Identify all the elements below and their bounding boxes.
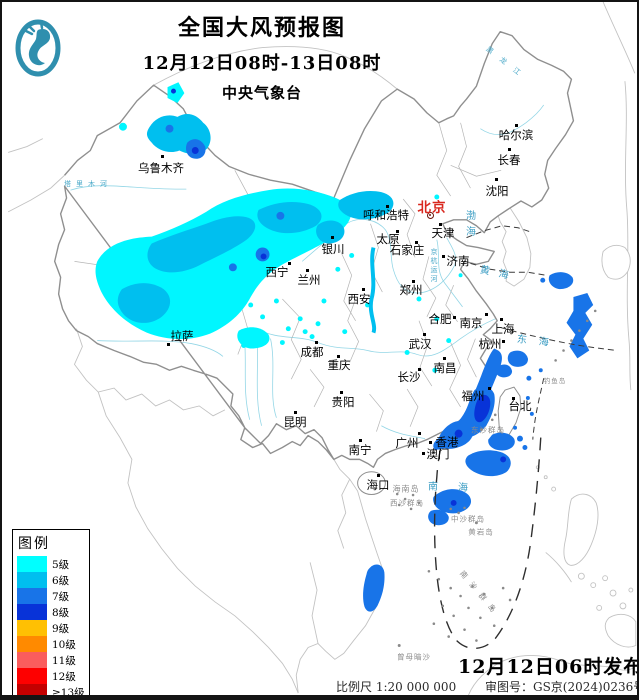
legend-label: 9级 <box>52 622 70 635</box>
legend-label: 12级 <box>52 670 76 683</box>
agency-name: 中央气象台 <box>221 84 302 102</box>
legend-item: 9级 <box>17 620 89 636</box>
legend-color-swatch <box>17 556 47 572</box>
legend-color-swatch <box>17 572 47 588</box>
legend-item: 10级 <box>17 636 89 652</box>
legend-color-swatch <box>17 588 47 604</box>
legend-item: ≥13级 <box>17 684 89 699</box>
wind-area-level6 <box>117 113 394 334</box>
legend-label: 5级 <box>52 558 70 571</box>
legend: 图例 5级 6级 7级 8级 9级 10级 11级 12级 ≥13级 <box>12 529 90 699</box>
legend-label: 11级 <box>52 654 76 667</box>
legend-item: 7级 <box>17 588 89 604</box>
maritime-dash-lines <box>466 225 618 440</box>
cma-logo <box>15 19 61 77</box>
legend-item: 8级 <box>17 604 89 620</box>
publish-time: 12月12日06时发布 <box>458 656 639 678</box>
legend-item: 12级 <box>17 668 89 684</box>
forecast-period: 12月12日08时-13日08时 <box>142 53 382 74</box>
page-title: 全国大风预报图 <box>177 15 346 41</box>
legend-color-swatch <box>17 684 47 695</box>
legend-color-swatch <box>17 652 47 668</box>
legend-label: ≥13级 <box>52 686 85 699</box>
legend-label: 10级 <box>52 638 76 651</box>
foreign-borders <box>7 2 637 695</box>
nine-dash-line <box>433 437 542 649</box>
legend-color-swatch <box>17 668 47 684</box>
dragon-glyph <box>28 28 51 66</box>
china-border <box>53 31 575 496</box>
approval-number: 审图号：GS京(2024)0236号 <box>485 680 639 694</box>
legend-item: 11级 <box>17 652 89 668</box>
legend-label: 6级 <box>52 574 70 587</box>
legend-color-swatch <box>17 604 47 620</box>
legend-item: 6级 <box>17 572 89 588</box>
legend-color-swatch <box>17 636 47 652</box>
map-header: 全国大风预报图 12月12日08时-13日08时 中央气象台 <box>87 10 437 103</box>
map-scale: 比例尺 1:20 000 000 <box>336 680 457 694</box>
legend-label: 7级 <box>52 590 70 603</box>
wind-area-level8 <box>171 88 507 506</box>
legend-title: 图例 <box>18 536 50 552</box>
legend-item: 5级 <box>17 556 89 572</box>
island-specks <box>395 309 597 647</box>
legend-color-swatch <box>17 620 47 636</box>
legend-label: 8级 <box>52 606 70 619</box>
legend-rows: 5级 6级 7级 8级 9级 10级 11级 12级 ≥13级 <box>17 556 89 699</box>
